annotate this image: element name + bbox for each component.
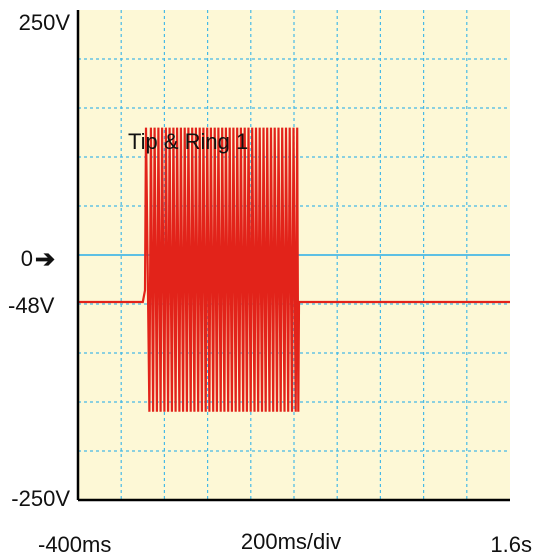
tip-ring-signal-trace	[78, 127, 510, 412]
y-label-bottom: -250V	[11, 486, 70, 511]
y-label-top: 250V	[19, 10, 71, 35]
y-label-zero: 0	[21, 246, 33, 271]
signal-annotation: Tip & Ring 1	[128, 129, 248, 154]
x-axis-label: 200ms/div	[241, 529, 341, 554]
zero-arrow-icon: ➔	[35, 246, 55, 273]
y-label-offset: -48V	[8, 293, 55, 318]
x-label-start: -400ms	[38, 532, 111, 556]
x-label-end: 1.6s	[490, 532, 532, 556]
